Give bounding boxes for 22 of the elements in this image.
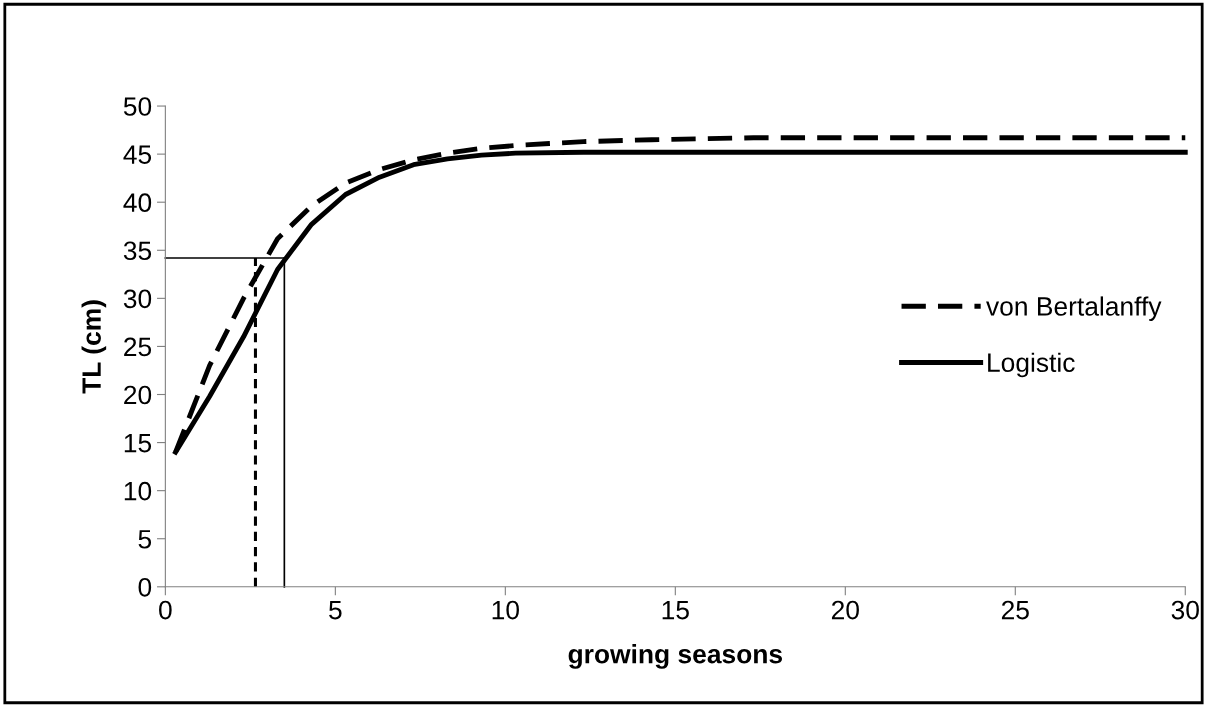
legend-label: von Bertalanffy (986, 296, 1162, 321)
y-tick-label: 25 (124, 337, 152, 357)
y-tick-label: 20 (124, 385, 152, 405)
y-tick-label: 50 (123, 97, 152, 116)
y-tick-label: 15 (124, 433, 152, 453)
y-tick-label: 45 (123, 145, 152, 164)
legend-label: Logistic (988, 352, 1075, 378)
y-tick-label: 5 (138, 530, 152, 549)
x-axis-title: growing seasons (568, 644, 783, 669)
x-tick-label: 20 (831, 600, 859, 620)
y-tick-label: 10 (124, 481, 152, 501)
x-tick-label: 25 (1001, 600, 1029, 620)
x-tick-label: 0 (159, 600, 172, 620)
x-tick-label: 30 (1171, 600, 1199, 620)
x-tick-label: 5 (329, 600, 342, 620)
y-tick-label: 40 (123, 193, 152, 213)
y-tick-label: 30 (123, 289, 152, 309)
y-tick-label: 0 (138, 577, 152, 597)
y-tick-label: 35 (123, 241, 152, 261)
x-tick-label: 10 (492, 600, 519, 620)
x-tick-label: 15 (662, 600, 689, 620)
y-axis-title: TL (cm) (81, 300, 107, 394)
